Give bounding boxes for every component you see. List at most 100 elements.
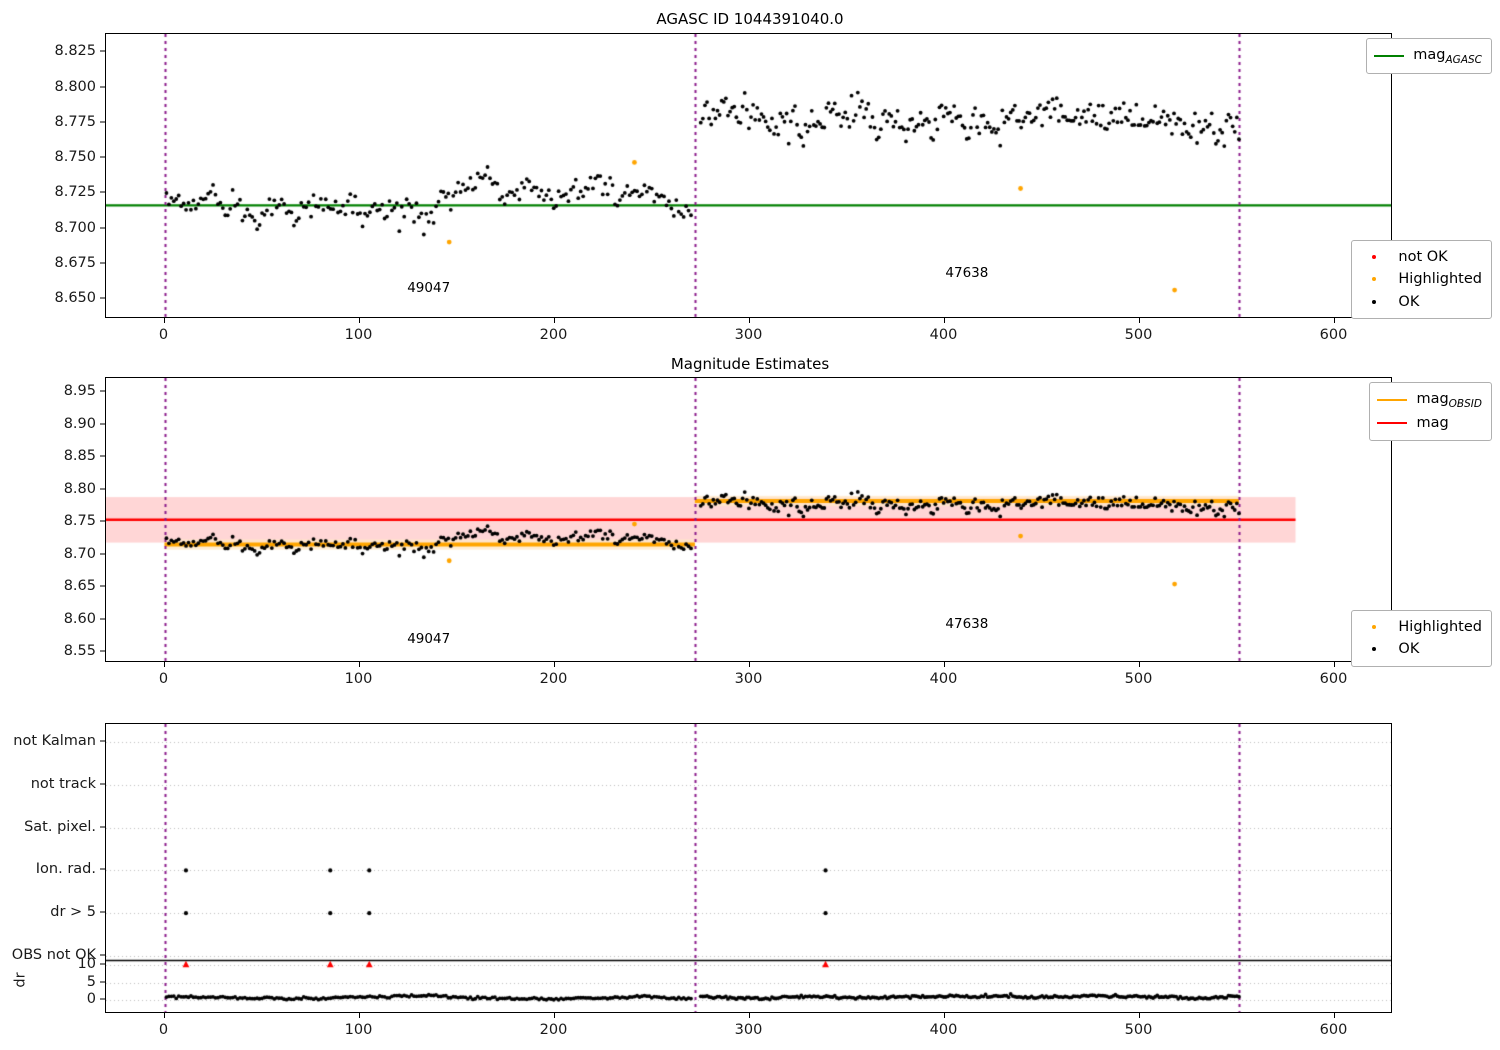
x-tick-label: 0 (158, 327, 169, 343)
panel-3-ylabel: dr (12, 972, 29, 988)
x-tick-mark (1333, 662, 1335, 667)
y-tick-label: 8.750 (54, 149, 96, 166)
legend-label-ok: OK (1398, 293, 1420, 310)
x-tick-label: 500 (1124, 327, 1153, 343)
x-tick-mark (748, 318, 750, 323)
flag-row-label: OBS not OK (11, 947, 96, 963)
obsid-annotation: 47638 (945, 615, 989, 632)
obsid-annotation: 47638 (945, 264, 989, 281)
x-tick-label: 0 (158, 671, 169, 687)
x-tick-label: 300 (734, 671, 763, 687)
x-tick-label: 600 (1319, 671, 1348, 687)
x-tick-label: 400 (929, 327, 958, 343)
y-tick-mark (100, 650, 105, 652)
x-tick-mark (358, 662, 360, 667)
x-tick-mark (163, 1013, 165, 1018)
y-tick-label: 8.85 (63, 448, 96, 465)
y-tick-label: 8.650 (54, 290, 96, 307)
legend-label-not-ok: not OK (1398, 249, 1448, 265)
y-tick-label: 8.80 (63, 480, 96, 497)
red-dot-icon (1359, 253, 1389, 262)
x-tick-label: 400 (929, 671, 958, 687)
flag-row-label: not Kalman (13, 733, 96, 749)
y-tick-mark (100, 963, 105, 965)
y-tick-mark (100, 998, 105, 1000)
y-tick-mark (100, 553, 105, 555)
x-tick-mark (943, 1013, 945, 1018)
legend-label-mag-obsid: magOBSID (1416, 391, 1482, 410)
legend-entry-not-ok: not OK (1359, 246, 1482, 268)
x-tick-label: 100 (344, 671, 373, 687)
legend-entry-highlighted: Highlighted (1359, 268, 1482, 290)
x-tick-mark (553, 662, 555, 667)
legend-entry-ok-2: OK (1359, 638, 1482, 660)
panel-2-legend-maglines[interactable]: magOBSID mag (1369, 382, 1492, 441)
y-tick-mark (100, 783, 105, 785)
y-tick-mark (100, 455, 105, 457)
orange-dot-icon (1359, 275, 1389, 284)
panel-2-title: Magnitude Estimates (670, 355, 830, 373)
orange-dot-icon (1359, 623, 1389, 632)
obsid-annotation: 49047 (407, 631, 451, 648)
y-tick-mark (100, 911, 105, 913)
y-tick-label: 8.95 (63, 383, 96, 400)
x-tick-mark (553, 318, 555, 323)
x-tick-label: 100 (344, 327, 373, 343)
y-tick-mark (100, 423, 105, 425)
panel-3-axes (105, 723, 1392, 1013)
y-tick-label: 8.65 (63, 578, 96, 595)
green-line-icon (1374, 55, 1405, 58)
legend-label-mag-agasc: magAGASC (1413, 47, 1482, 66)
black-dot-icon (1359, 298, 1389, 307)
orange-line-icon (1377, 399, 1408, 402)
x-tick-mark (943, 662, 945, 667)
x-tick-label: 300 (734, 327, 763, 343)
dr-tick-label: 5 (86, 973, 96, 990)
x-tick-label: 200 (539, 671, 568, 687)
flag-row-label: Sat. pixel. (24, 818, 96, 835)
panel-1-legend-magagasc[interactable]: magAGASC (1366, 38, 1492, 75)
x-tick-mark (1138, 1013, 1140, 1018)
y-tick-label: 8.725 (54, 184, 96, 201)
y-tick-label: 8.800 (54, 78, 96, 95)
legend-entry-mag-agasc: magAGASC (1374, 44, 1482, 68)
dr-tick-label: 10 (77, 955, 96, 972)
panel-1-legend-status[interactable]: not OK Highlighted OK (1351, 240, 1492, 320)
red-line-icon (1377, 422, 1408, 425)
x-tick-mark (358, 1013, 360, 1018)
flag-row-label: not track (30, 775, 96, 792)
x-tick-label: 500 (1124, 671, 1153, 687)
y-tick-mark (100, 585, 105, 587)
y-tick-mark (100, 868, 105, 870)
y-tick-mark (100, 50, 105, 52)
x-tick-mark (553, 1013, 555, 1018)
y-tick-mark (100, 121, 105, 123)
x-tick-label: 500 (1124, 1022, 1153, 1038)
y-tick-mark (100, 297, 105, 299)
y-tick-label: 8.60 (63, 610, 96, 627)
x-tick-mark (748, 1013, 750, 1018)
y-tick-label: 8.775 (54, 113, 96, 130)
x-tick-mark (748, 662, 750, 667)
x-tick-label: 300 (734, 1022, 763, 1038)
legend-entry-mag-obsid: magOBSID (1377, 388, 1482, 412)
panel-1-title: AGASC ID 1044391040.0 (656, 10, 844, 28)
y-tick-mark (100, 390, 105, 392)
x-tick-mark (943, 318, 945, 323)
legend-label-highlighted: Highlighted (1398, 271, 1482, 288)
legend-label-mag: mag (1416, 415, 1449, 432)
x-tick-label: 600 (1319, 1022, 1348, 1038)
y-tick-label: 8.55 (63, 642, 96, 659)
y-tick-label: 8.700 (54, 219, 96, 236)
panel-2-legend-status[interactable]: Highlighted OK (1351, 610, 1492, 667)
y-tick-label: 8.70 (63, 545, 96, 562)
y-tick-mark (100, 520, 105, 522)
legend-label-ok-2: OK (1398, 641, 1420, 658)
panel-3-data-layer (106, 724, 1391, 1012)
y-tick-mark (100, 618, 105, 619)
x-tick-mark (1333, 318, 1335, 323)
x-tick-label: 600 (1319, 327, 1348, 343)
flag-row-label: dr > 5 (50, 904, 96, 921)
